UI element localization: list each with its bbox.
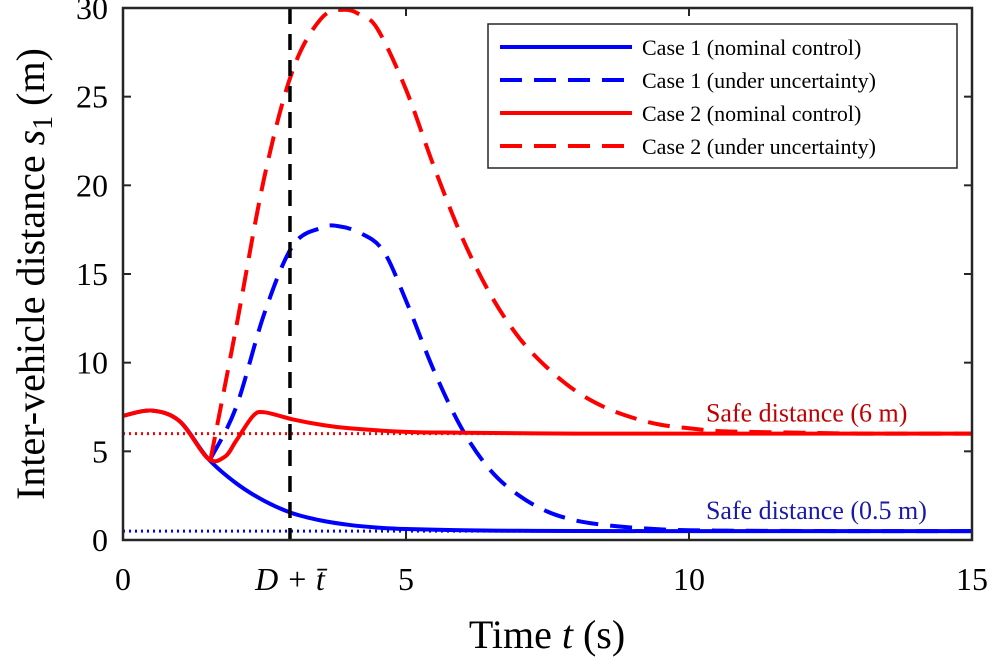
- y-axis-label: Inter-vehicle distance s1 (m): [8, 48, 59, 500]
- series-line-case-2-nominal-control: [123, 408, 972, 464]
- legend-label-case-1-under-uncertainty: Case 1 (under uncertainty): [642, 68, 876, 93]
- legend-label-case-2-under-uncertainty: Case 2 (under uncertainty): [642, 134, 876, 159]
- y-tick-label: 5: [92, 433, 108, 469]
- y-tick-label: 20: [76, 167, 108, 203]
- x-axis-label: Time t (s): [469, 612, 625, 657]
- legend: Case 1 (nominal control) Case 1 (under un…: [487, 23, 958, 169]
- safe-distance-label-1: Safe distance (0.5 m): [706, 496, 927, 525]
- series-line-case-2-under-uncertainty: [208, 8, 972, 459]
- x-tick-label: 5: [398, 561, 414, 597]
- y-tick-label: 0: [92, 522, 108, 558]
- safe-distance-label-0: Safe distance (6 m): [706, 399, 907, 428]
- y-tick-label: 10: [76, 345, 108, 381]
- y-tick-label: 30: [76, 0, 108, 26]
- legend-label-case-2-nominal-control: Case 2 (nominal control): [642, 101, 861, 126]
- delay-marker-label: D + t̄: [254, 561, 327, 597]
- y-tick-label: 25: [76, 79, 108, 115]
- x-tick-label: 0: [115, 561, 131, 597]
- series-line-case-1-under-uncertainty: [208, 223, 972, 534]
- x-tick-label: 15: [956, 561, 988, 597]
- legend-label-case-1-nominal-control: Case 1 (nominal control): [642, 35, 861, 60]
- x-tick-label: 10: [673, 561, 705, 597]
- y-tick-label: 15: [76, 256, 108, 292]
